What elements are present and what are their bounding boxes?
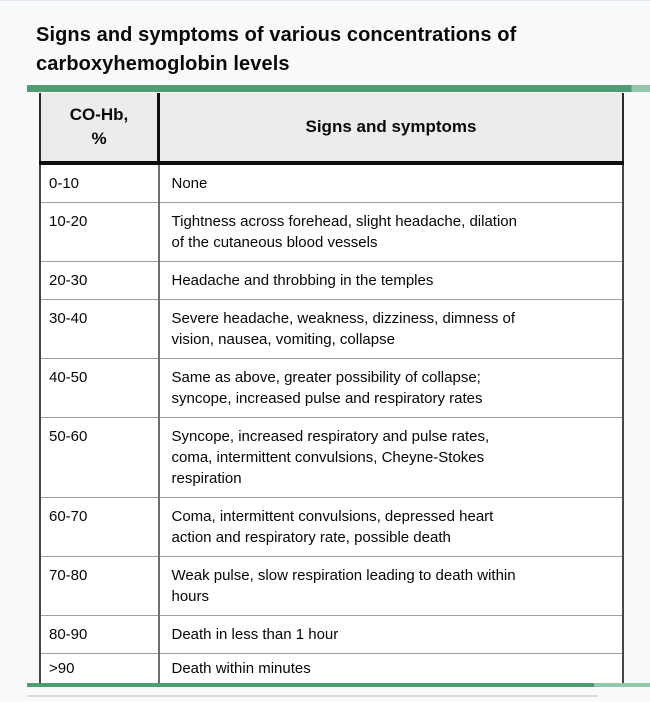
page-title: Signs and symptoms of various concentrat… [36,24,517,75]
cell-symptoms: Coma, intermittent convulsions, depresse… [158,497,624,557]
footer-divider-line [27,695,598,697]
column-header-symptoms: Signs and symptoms [158,93,624,163]
table-row: 70-80 Weak pulse, slow respiration leadi… [39,556,624,616]
table-row: >90 Death within minutes [39,653,624,683]
table-row: 0-10 None [39,163,624,203]
table-row: 30-40 Severe headache, weakness, dizzine… [39,299,624,359]
cell-cohb-range: 50-60 [39,417,160,498]
column-header-cohb: CO-Hb, % [39,93,160,163]
cell-cohb-range: >90 [39,653,160,683]
header-row: CO-Hb, % Signs and symptoms [39,93,624,163]
cell-symptoms: Weak pulse, slow respiration leading to … [158,556,624,616]
accent-bar-bottom [27,683,650,687]
page: Signs and symptoms of various concentrat… [0,21,650,697]
cell-symptoms: Headache and throbbing in the temples [158,261,624,300]
cell-symptoms: Death within minutes [158,653,624,683]
table-row: 10-20 Tightness across forehead, slight … [39,202,624,262]
carboxyhemoglobin-table: CO-Hb, % Signs and symptoms 0-10 None 10… [39,93,624,683]
cell-cohb-range: 30-40 [39,299,160,359]
cell-symptoms: Tightness across forehead, slight headac… [158,202,624,262]
cell-symptoms: Same as above, greater possibility of co… [158,358,624,418]
cell-cohb-range: 40-50 [39,358,160,418]
accent-bar-top [27,85,650,92]
cell-cohb-range: 0-10 [39,163,160,203]
table-header: CO-Hb, % Signs and symptoms [39,93,624,163]
table-row: 40-50 Same as above, greater possibility… [39,358,624,418]
cell-cohb-range: 10-20 [39,202,160,262]
cell-cohb-range: 60-70 [39,497,160,557]
table-row: 50-60 Syncope, increased respiratory and… [39,417,624,498]
table-row: 60-70 Coma, intermittent convulsions, de… [39,497,624,557]
cell-symptoms: None [158,163,624,203]
table-row: 80-90 Death in less than 1 hour [39,615,624,654]
cell-symptoms: Severe headache, weakness, dizziness, di… [158,299,624,359]
cell-cohb-range: 20-30 [39,261,160,300]
cell-symptoms: Death in less than 1 hour [158,615,624,654]
table-row: 20-30 Headache and throbbing in the temp… [39,261,624,300]
cell-symptoms: Syncope, increased respiratory and pulse… [158,417,624,498]
cell-cohb-range: 70-80 [39,556,160,616]
cell-cohb-range: 80-90 [39,615,160,654]
table-body: 0-10 None 10-20 Tightness across forehea… [39,163,624,683]
